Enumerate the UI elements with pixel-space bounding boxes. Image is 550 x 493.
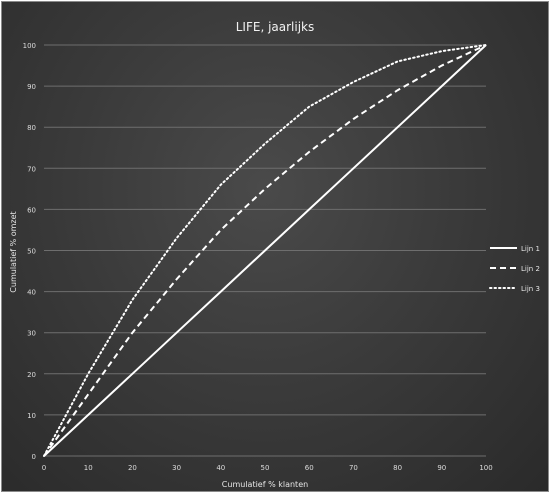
series-lines <box>43 44 487 457</box>
x-axis-title: Cumulatief % klanten <box>222 480 308 489</box>
x-tick-labels: 0 10 20 30 40 50 60 70 80 90 100 <box>42 464 493 472</box>
y-tick-label: 40 <box>27 289 36 297</box>
x-tick-label: 60 <box>305 464 314 472</box>
chart-title: LIFE, jaarlijks <box>236 20 315 34</box>
x-tick-label: 80 <box>393 464 402 472</box>
x-tick-label: 90 <box>437 464 446 472</box>
x-tick-label: 10 <box>84 464 93 472</box>
series-line-3 <box>43 44 487 457</box>
x-tick-label: 50 <box>261 464 270 472</box>
y-tick-label: 70 <box>27 165 36 173</box>
y-tick-label: 50 <box>27 248 36 256</box>
x-tick-label: 20 <box>128 464 137 472</box>
grid-lines <box>44 44 486 457</box>
y-tick-label: 90 <box>27 83 36 91</box>
x-tick-label: 70 <box>349 464 358 472</box>
y-tick-label: 80 <box>27 124 36 132</box>
legend-label-3: Lijn 3 <box>521 285 540 293</box>
x-tick-label: 0 <box>42 464 46 472</box>
y-tick-label: 30 <box>27 330 36 338</box>
series-line-1 <box>43 44 487 457</box>
x-tick-label: 100 <box>479 464 492 472</box>
y-tick-label: 20 <box>27 371 36 379</box>
y-axis-title: Cumulatief % omzet <box>9 211 18 292</box>
legend-label-2: Lijn 2 <box>521 265 540 273</box>
x-tick-label: 30 <box>172 464 181 472</box>
y-tick-labels: 0 10 20 30 40 50 60 70 80 90 100 <box>23 42 36 461</box>
y-tick-label: 0 <box>32 453 36 461</box>
y-tick-label: 100 <box>23 42 36 50</box>
y-tick-label: 60 <box>27 206 36 214</box>
x-tick-label: 40 <box>216 464 225 472</box>
legend-label-1: Lijn 1 <box>521 245 540 253</box>
legend: Lijn 1 Lijn 2 Lijn 3 <box>489 245 540 293</box>
y-tick-label: 10 <box>27 412 36 420</box>
